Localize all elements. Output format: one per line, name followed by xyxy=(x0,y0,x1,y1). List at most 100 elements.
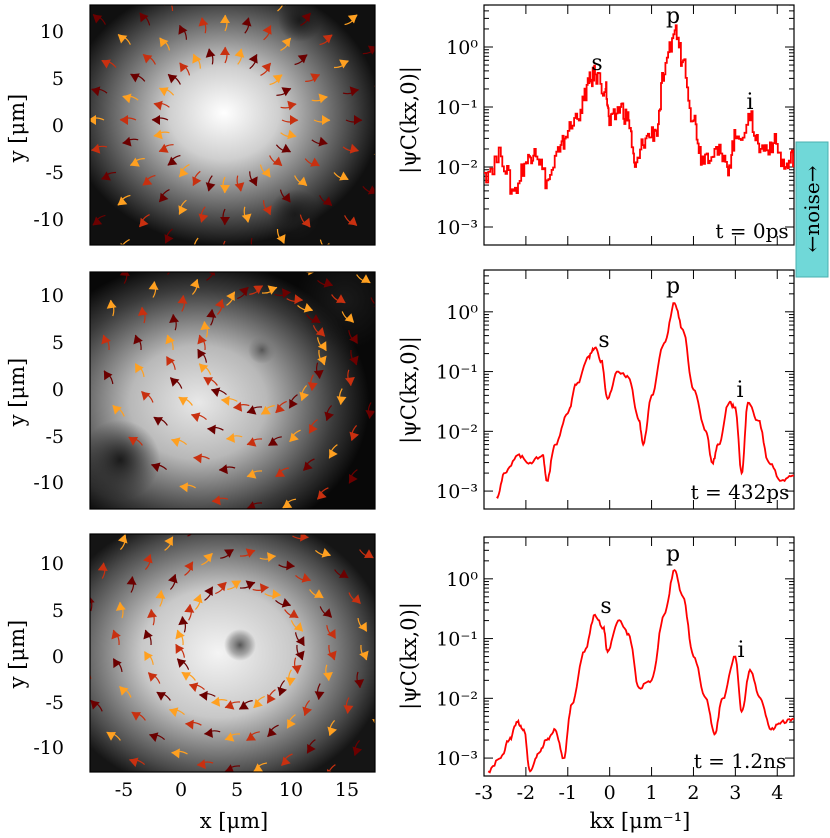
streamline xyxy=(362,186,375,194)
arrowhead xyxy=(189,524,198,533)
arrowhead xyxy=(261,62,271,73)
arrowhead xyxy=(281,756,291,766)
arrowhead xyxy=(261,167,271,178)
arrowhead xyxy=(167,74,178,84)
arrowhead xyxy=(60,151,69,161)
arrowhead xyxy=(207,272,215,276)
arrowhead xyxy=(101,171,111,181)
arrowhead xyxy=(126,576,137,585)
arrowhead xyxy=(175,630,185,640)
y-tick-label: 10 xyxy=(40,21,64,43)
arrowhead xyxy=(267,727,277,737)
streamline xyxy=(240,518,255,524)
arrowhead xyxy=(148,281,159,290)
arrowhead xyxy=(191,412,201,422)
plot-frame xyxy=(483,4,795,246)
arrowhead xyxy=(193,453,202,464)
arrowhead xyxy=(381,356,390,365)
arrowhead xyxy=(225,732,235,742)
arrowhead xyxy=(190,279,200,289)
arrowhead xyxy=(246,732,256,741)
arrowhead xyxy=(349,431,359,441)
plot-frame xyxy=(89,271,376,510)
streamline xyxy=(282,261,298,264)
arrowhead xyxy=(385,686,395,695)
arrowhead xyxy=(268,437,278,446)
arrowhead xyxy=(90,115,96,125)
arrowhead xyxy=(299,391,309,401)
arrowhead xyxy=(106,732,116,741)
arrowhead xyxy=(301,12,311,23)
arrowhead xyxy=(153,417,163,426)
arrowhead xyxy=(267,552,276,562)
arrowhead xyxy=(380,580,389,589)
x-tick-label: 3 xyxy=(729,782,741,804)
arrowhead xyxy=(274,521,283,531)
vortex-core xyxy=(90,420,160,500)
arrowhead xyxy=(205,48,216,58)
arrowhead xyxy=(199,690,208,701)
arrowhead xyxy=(152,115,160,125)
arrowhead xyxy=(118,534,128,544)
arrowhead xyxy=(143,630,153,640)
arrowhead xyxy=(354,115,362,125)
arrowhead xyxy=(147,609,157,618)
arrowhead xyxy=(268,253,277,262)
arrowhead xyxy=(281,598,291,608)
arrowhead xyxy=(381,151,390,161)
arrowhead xyxy=(247,437,257,447)
y-tick-label: 10⁻³ xyxy=(436,481,478,503)
vortex-core xyxy=(248,336,276,364)
arrowhead xyxy=(234,182,245,192)
arrowhead xyxy=(226,433,235,443)
arrowhead xyxy=(317,355,327,365)
arrowhead xyxy=(310,73,320,83)
streamline xyxy=(388,679,391,695)
arrowhead xyxy=(247,469,257,479)
left-y-ticks-middle: 10 5 0 -5 -10 xyxy=(33,285,64,494)
x-tick-label: 5 xyxy=(231,779,243,801)
arrowhead xyxy=(300,534,309,542)
streamline xyxy=(374,85,375,87)
arrowhead xyxy=(315,327,325,337)
arrowhead xyxy=(347,14,358,24)
right-panel-middle: s p i t = 432ps xyxy=(483,269,795,510)
arrowhead xyxy=(349,86,359,97)
arrowhead xyxy=(159,87,169,97)
axis-ticks xyxy=(483,536,794,776)
peak-label-s: s xyxy=(591,51,602,76)
streamlines xyxy=(60,5,390,245)
arrowhead xyxy=(103,370,113,381)
arrowhead xyxy=(322,115,330,125)
arrowhead xyxy=(336,294,346,303)
arrowhead xyxy=(159,37,169,48)
y-tick-label: 5 xyxy=(52,600,64,622)
arrowhead xyxy=(327,769,333,772)
y-axis-label: y [μm] xyxy=(5,94,29,164)
arrowhead xyxy=(239,700,249,710)
arrowhead xyxy=(192,54,202,64)
arrowhead xyxy=(226,291,235,301)
left-panel-bottom xyxy=(89,512,395,773)
arrowhead xyxy=(246,254,255,263)
arrowhead xyxy=(144,512,153,522)
arrowhead xyxy=(234,48,245,58)
left-y-ticks-bottom: 10 5 0 -5 -10 xyxy=(33,553,64,759)
arrowhead xyxy=(323,672,333,681)
arrowhead xyxy=(91,86,101,97)
y-tick-label: -10 xyxy=(33,209,64,231)
arrowhead xyxy=(327,629,336,639)
arrowhead xyxy=(178,205,188,215)
time-label: t = 432ps xyxy=(691,480,790,504)
arrowhead xyxy=(197,759,206,770)
arrowhead xyxy=(313,369,324,379)
arrowhead xyxy=(339,171,349,181)
noise-label: ←noise→ xyxy=(800,165,824,252)
arrowhead xyxy=(354,679,365,688)
arrowhead xyxy=(153,129,163,140)
arrowhead xyxy=(303,461,313,471)
streamline xyxy=(262,255,277,261)
arrowhead xyxy=(142,176,153,186)
y-tick-label: 10⁰ xyxy=(446,569,478,591)
arrowhead xyxy=(184,604,195,613)
